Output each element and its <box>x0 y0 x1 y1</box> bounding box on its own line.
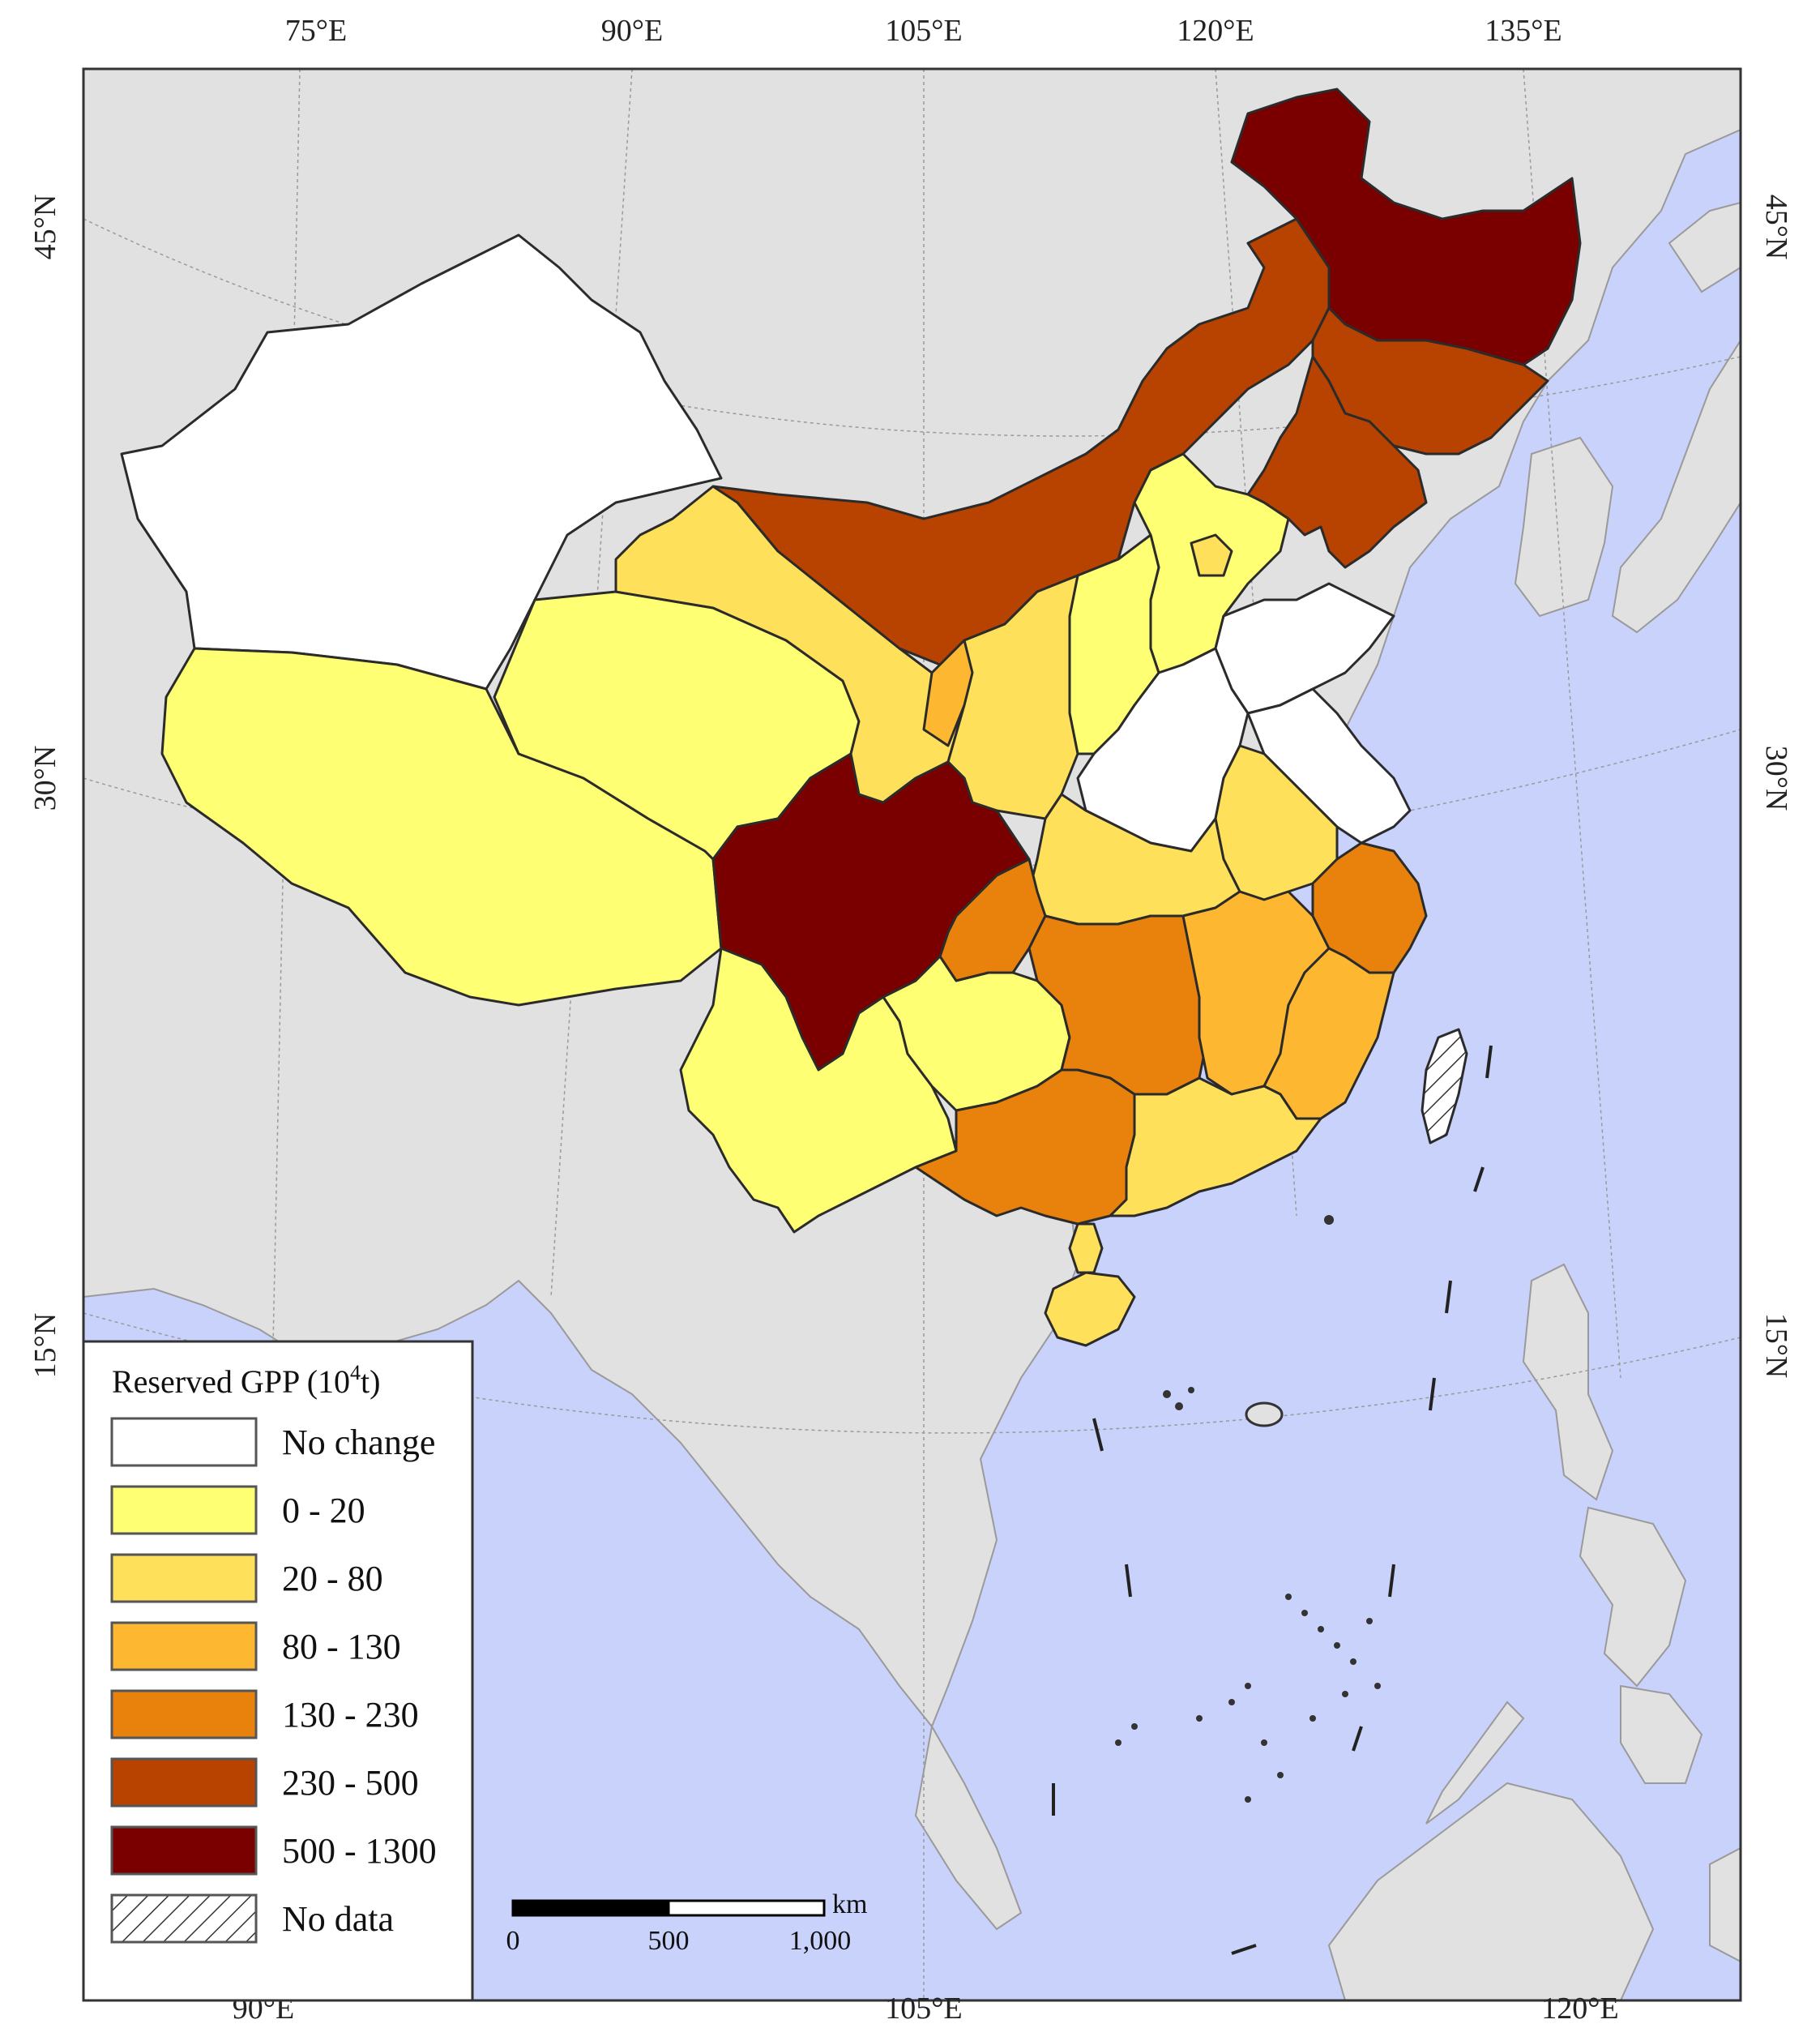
legend-title: Reserved GPP (104t) <box>112 1361 380 1400</box>
province-hainan <box>1044 1271 1136 1347</box>
province-liaoning <box>1246 355 1428 569</box>
scale-bar: km 0 500 1,000 <box>506 1889 868 1956</box>
province-heilongjiang <box>1230 88 1582 366</box>
province-beijing <box>1190 533 1233 577</box>
scale-label-500: 500 <box>648 1926 690 1956</box>
tick-top-2: 90°E <box>601 14 663 48</box>
tick-bottom-2: 105°E <box>885 1992 962 2026</box>
province-inner-mongolia <box>711 217 1331 666</box>
province-ningxia <box>922 639 974 747</box>
tick-top-4: 120°E <box>1177 14 1254 48</box>
tick-left-2: 30°N <box>28 746 62 811</box>
tick-right-3: 15°N <box>1759 1313 1793 1379</box>
scale-bar-black-segment <box>513 1901 669 1915</box>
legend-label-1: No change <box>282 1423 435 1462</box>
scale-label-0: 0 <box>506 1926 520 1956</box>
scale-bar-white-segment <box>667 1899 826 1917</box>
south-china-sea-islands <box>1115 1215 1381 1803</box>
legend-swatch-7 <box>110 1825 258 1876</box>
nine-dash-line <box>1052 1045 1493 1955</box>
legend-swatch-4 <box>110 1621 258 1671</box>
legend-label-4: 80 - 130 <box>282 1627 401 1666</box>
tick-top-5: 135°E <box>1485 14 1562 48</box>
tick-right-2: 30°N <box>1759 746 1793 811</box>
province-tibet <box>160 647 723 1007</box>
legend-label-2: 0 - 20 <box>282 1491 365 1530</box>
tick-left-1: 45°N <box>28 195 62 260</box>
legend-swatch-5 <box>110 1689 258 1739</box>
province-taiwan <box>1421 1028 1468 1144</box>
legend-label-7: 500 - 1300 <box>282 1831 437 1871</box>
top-longitude-ticks: 75°E 90°E 105°E 120°E 135°E <box>285 14 1562 48</box>
province-guangdong-leizhou <box>1068 1222 1104 1274</box>
right-latitude-ticks: 45°N 30°N 15°N <box>1759 195 1793 1379</box>
tick-top-1: 75°E <box>285 14 347 48</box>
legend-label-5: 130 - 230 <box>282 1695 419 1735</box>
legend: Reserved GPP (104t) No change 0 - 20 20 - … <box>82 1340 474 2002</box>
tick-right-1: 45°N <box>1759 195 1793 260</box>
province-guangdong <box>1109 1076 1322 1217</box>
legend-swatch-8 <box>110 1893 258 1944</box>
bottom-longitude-ticks: 90°E 105°E 120°E <box>233 1992 1619 2026</box>
legend-title-superscript: 4 <box>350 1361 361 1384</box>
legend-swatch-6 <box>110 1757 258 1808</box>
scale-label-1000: 1,000 <box>789 1926 852 1956</box>
tick-top-3: 105°E <box>885 14 962 48</box>
legend-swatch-1 <box>110 1417 258 1467</box>
scale-unit: km <box>832 1889 867 1919</box>
provinces <box>120 88 1582 1347</box>
tick-left-3: 15°N <box>28 1313 62 1379</box>
left-latitude-ticks: 45°N 30°N 15°N <box>28 195 62 1379</box>
legend-swatch-2 <box>110 1485 258 1535</box>
legend-label-8: No data <box>282 1899 394 1939</box>
legend-label-6: 230 - 500 <box>282 1763 419 1803</box>
legend-swatch-3 <box>110 1553 258 1603</box>
legend-label-3: 20 - 80 <box>282 1559 383 1598</box>
tick-bottom-3: 120°E <box>1541 1992 1618 2026</box>
